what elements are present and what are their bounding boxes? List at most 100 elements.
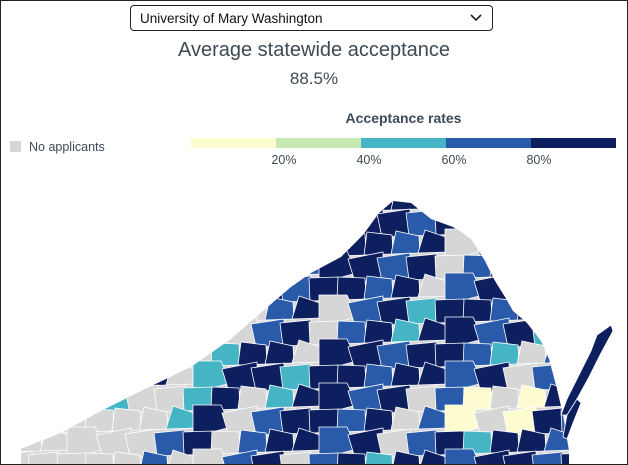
county-region[interactable] — [84, 189, 115, 213]
county-region[interactable] — [84, 232, 115, 257]
virginia-counties[interactable] — [1, 189, 627, 465]
county-region[interactable] — [56, 232, 88, 258]
county-region[interactable] — [589, 233, 618, 256]
county-region[interactable] — [560, 320, 591, 346]
county-region[interactable] — [291, 251, 322, 276]
county-region[interactable] — [1, 318, 6, 348]
county-region[interactable] — [279, 451, 313, 465]
county-region[interactable] — [153, 209, 187, 237]
institution-select[interactable]: University of Mary Washington — [130, 5, 493, 31]
county-region[interactable] — [27, 451, 61, 465]
county-region[interactable] — [543, 295, 573, 320]
county-region[interactable] — [543, 251, 573, 276]
county-region[interactable] — [27, 231, 61, 259]
county-region[interactable] — [66, 338, 106, 372]
county-region[interactable] — [560, 189, 591, 214]
county-region[interactable] — [1, 274, 34, 304]
county-region[interactable] — [264, 208, 295, 233]
county-region[interactable] — [192, 189, 232, 218]
county-region[interactable] — [308, 452, 340, 465]
county-region[interactable] — [489, 297, 520, 322]
county-region[interactable] — [1, 230, 34, 260]
county-region[interactable] — [589, 453, 618, 465]
county-region[interactable] — [531, 231, 565, 259]
county-region[interactable] — [417, 189, 448, 210]
county-region[interactable] — [531, 189, 565, 215]
county-region[interactable] — [39, 251, 70, 276]
county-region[interactable] — [308, 232, 340, 258]
county-region[interactable] — [39, 295, 70, 320]
county-region[interactable] — [192, 272, 232, 306]
county-region[interactable] — [138, 189, 169, 211]
county-region[interactable] — [95, 295, 133, 327]
county-region[interactable] — [489, 385, 520, 410]
county-region[interactable] — [95, 339, 133, 371]
county-region[interactable] — [39, 207, 70, 232]
county-region[interactable] — [250, 450, 286, 465]
county-region[interactable] — [84, 364, 115, 389]
eastern-shore[interactable] — [560, 324, 614, 440]
county-region[interactable] — [1, 274, 6, 304]
county-region[interactable] — [39, 383, 70, 408]
county-region[interactable] — [571, 207, 609, 239]
county-region[interactable] — [1, 230, 6, 260]
county-region[interactable] — [13, 208, 43, 233]
county-region[interactable] — [1, 318, 34, 348]
county-region[interactable] — [308, 189, 340, 214]
county-region[interactable] — [1, 406, 34, 436]
county-region[interactable] — [489, 429, 520, 454]
county-region[interactable] — [489, 341, 520, 366]
county-region[interactable] — [560, 452, 591, 465]
county-region[interactable] — [462, 210, 493, 235]
county-region[interactable] — [405, 385, 439, 413]
county-region[interactable] — [192, 448, 232, 465]
virginia-choropleth-map[interactable] — [1, 189, 627, 465]
county-region[interactable] — [13, 384, 43, 409]
county-region[interactable] — [153, 253, 187, 281]
county-region[interactable] — [111, 363, 142, 388]
county-region[interactable] — [543, 207, 573, 232]
county-region[interactable] — [56, 452, 88, 465]
county-region[interactable] — [165, 229, 196, 254]
county-region[interactable] — [363, 275, 394, 300]
county-region[interactable] — [531, 319, 565, 347]
county-region[interactable] — [291, 207, 322, 232]
county-region[interactable] — [489, 209, 520, 234]
county-region[interactable] — [531, 407, 565, 435]
county-region[interactable] — [516, 252, 547, 277]
county-region[interactable] — [473, 449, 511, 465]
county-region[interactable] — [210, 298, 241, 323]
county-region[interactable] — [210, 210, 241, 235]
county-region[interactable] — [279, 189, 313, 215]
county-region[interactable] — [237, 385, 268, 410]
county-region[interactable] — [237, 297, 268, 322]
county-region[interactable] — [1, 386, 15, 409]
county-region[interactable] — [138, 362, 169, 387]
county-region[interactable] — [66, 294, 106, 328]
county-region[interactable] — [1, 189, 34, 216]
county-region[interactable] — [502, 450, 538, 465]
county-region[interactable] — [560, 232, 591, 258]
county-region[interactable] — [560, 276, 591, 302]
county-region[interactable] — [1, 450, 34, 465]
county-region[interactable] — [444, 448, 484, 465]
county-region[interactable] — [111, 231, 142, 256]
county-region[interactable] — [516, 208, 547, 233]
county-region[interactable] — [237, 341, 268, 366]
county-region[interactable] — [531, 275, 565, 303]
county-region[interactable] — [237, 253, 268, 278]
county-region[interactable] — [336, 452, 367, 465]
county-region[interactable] — [111, 407, 142, 432]
county-region[interactable] — [405, 341, 439, 369]
county-region[interactable] — [1, 406, 6, 436]
county-region[interactable] — [390, 450, 421, 465]
county-region[interactable] — [589, 277, 618, 300]
county-region[interactable] — [1, 254, 15, 277]
county-region[interactable] — [489, 253, 520, 278]
county-region[interactable] — [336, 189, 367, 213]
county-region[interactable] — [66, 382, 106, 416]
eastern-shore-county[interactable] — [560, 324, 614, 416]
county-region[interactable] — [39, 339, 70, 364]
county-region[interactable] — [237, 209, 268, 234]
county-region[interactable] — [95, 207, 133, 239]
